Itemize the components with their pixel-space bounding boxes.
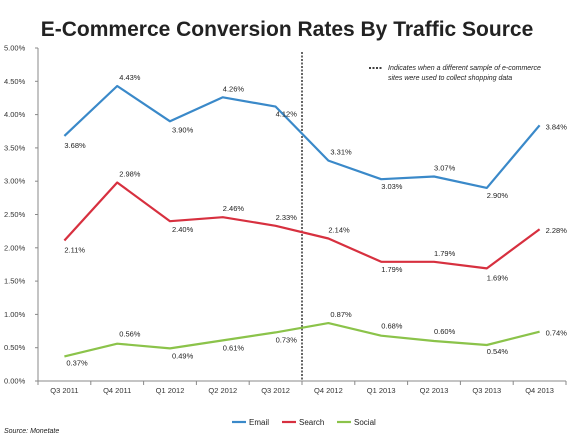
- x-tick-label: Q2 2012: [208, 386, 237, 395]
- search-data-label: 2.40%: [172, 225, 194, 234]
- email-data-label: 4.12%: [276, 110, 298, 119]
- y-tick-label: 1.00%: [4, 310, 26, 319]
- y-tick-label: 0.50%: [4, 343, 26, 352]
- source-note: Source: Monetate: [4, 428, 59, 435]
- annotation-line-2: sites were used to collect shopping data: [388, 75, 512, 82]
- search-data-label: 1.79%: [434, 249, 456, 258]
- email-data-label: 3.03%: [381, 182, 403, 191]
- x-tick-label: Q1 2013: [367, 386, 396, 395]
- email-data-label: 4.26%: [223, 84, 245, 93]
- y-tick-label: 0.00%: [4, 377, 26, 386]
- legend-label-search: Search: [299, 418, 324, 427]
- y-tick-label: 3.50%: [4, 143, 26, 152]
- search-series-line: [63, 181, 541, 270]
- social-data-label: 0.54%: [487, 347, 509, 356]
- social-data-label: 0.61%: [223, 343, 245, 352]
- email-data-label: 3.68%: [64, 141, 86, 150]
- y-tick-label: 4.00%: [4, 110, 26, 119]
- y-tick-label: 3.00%: [4, 177, 26, 186]
- search-data-label: 1.69%: [487, 273, 509, 282]
- y-tick-label: 5.00%: [4, 44, 26, 53]
- search-data-label: 2.98%: [119, 170, 141, 179]
- annotation-box: Indicates when a different sample of e-c…: [369, 65, 541, 82]
- social-data-label: 0.74%: [546, 329, 568, 338]
- x-tick-label: Q1 2012: [156, 386, 185, 395]
- email-data-label: 2.90%: [487, 191, 509, 200]
- legend: Email Search Social: [232, 418, 376, 427]
- x-tick-label: Q4 2011: [103, 386, 131, 395]
- series-lines: [63, 84, 541, 358]
- email-data-label: 3.90%: [172, 125, 194, 134]
- email-series-line: [63, 84, 541, 189]
- x-axis: Q3 2011 Q4 2011 Q1 2012 Q2 2012 Q3 2012 Q4 20…: [37, 380, 567, 395]
- social-data-label: 0.68%: [381, 322, 403, 331]
- y-tick-label: 2.00%: [4, 243, 26, 252]
- social-data-label: 0.37%: [66, 358, 88, 367]
- social-data-label: 0.87%: [330, 310, 352, 319]
- legend-label-social: Social: [354, 418, 376, 427]
- search-data-label: 1.79%: [381, 265, 403, 274]
- x-tick-label: Q4 2012: [314, 386, 343, 395]
- email-data-label: 4.43%: [119, 73, 141, 82]
- x-tick-label: Q4 2013: [525, 386, 554, 395]
- x-tick-label: Q3 2011: [50, 386, 78, 395]
- x-tick-label: Q3 2013: [472, 386, 501, 395]
- chart-title: E-Commerce Conversion Rates By Traffic S…: [40, 18, 534, 41]
- social-data-label: 0.56%: [119, 330, 141, 339]
- search-data-label: 2.33%: [276, 213, 298, 222]
- search-data-label: 2.46%: [223, 204, 245, 213]
- y-tick-label: 4.50%: [4, 77, 26, 86]
- social-data-label: 0.73%: [276, 335, 298, 344]
- search-data-label: 2.11%: [64, 245, 85, 254]
- email-data-label: 3.84%: [546, 122, 568, 131]
- social-series-line: [64, 322, 540, 358]
- email-data-label: 3.31%: [330, 148, 352, 157]
- y-tick-label: 2.50%: [4, 210, 26, 219]
- y-tick-label: 1.50%: [4, 277, 26, 286]
- annotation-line-1: Indicates when a different sample of e-c…: [388, 65, 541, 72]
- social-data-label: 0.60%: [434, 327, 456, 336]
- social-data-label: 0.49%: [172, 351, 194, 360]
- email-data-label: 3.07%: [434, 164, 456, 173]
- search-data-label: 2.28%: [546, 226, 568, 235]
- search-data-label: 2.14%: [328, 225, 350, 234]
- data-labels: 3.68% 4.43% 3.90% 4.26% 4.12% 3.31% 3.03% 3.07%…: [64, 73, 567, 367]
- x-tick-label: Q2 2013: [420, 386, 449, 395]
- legend-label-email: Email: [249, 418, 269, 427]
- x-tick-label: Q3 2012: [261, 386, 290, 395]
- y-axis: 0.00% 0.50% 1.00% 1.50% 2.00% 2.50% 3.00% 3.50%…: [4, 44, 39, 386]
